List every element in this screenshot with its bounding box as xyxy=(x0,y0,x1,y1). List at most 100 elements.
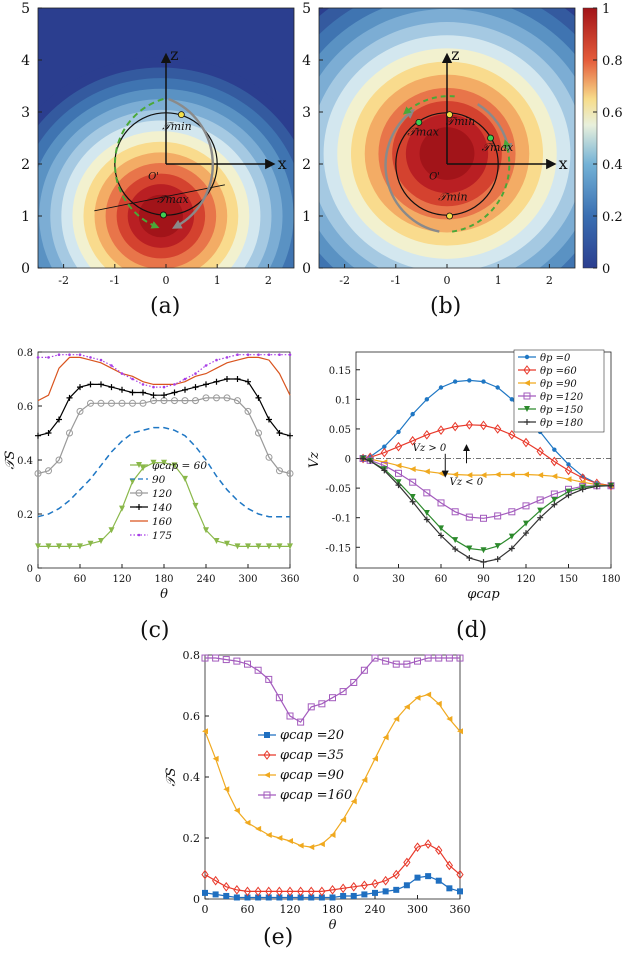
data-point xyxy=(233,807,240,814)
data-point xyxy=(45,543,52,550)
y-tick-label: 4 xyxy=(21,53,30,69)
data-point xyxy=(118,399,126,407)
green-circulation-arrow-bottom xyxy=(451,139,511,233)
legend-label: 160 xyxy=(152,516,172,528)
data-point xyxy=(340,892,347,899)
y-tick-label: -0.1 xyxy=(332,514,351,525)
y-tick-label: 0.6 xyxy=(17,402,33,413)
x-tick-label: -1 xyxy=(390,274,401,287)
green-circulation-arrow-top xyxy=(402,95,455,115)
data-point xyxy=(297,894,304,901)
y-tick-label: 0.4 xyxy=(183,771,201,784)
data-point xyxy=(392,869,400,880)
data-point xyxy=(108,384,115,391)
data-point xyxy=(339,883,347,894)
data-point xyxy=(537,472,544,479)
y-tick-label: 5 xyxy=(21,1,30,17)
data-point xyxy=(480,472,487,479)
data-point xyxy=(87,540,94,547)
data-point xyxy=(150,459,157,466)
y-tick-label: 0.8 xyxy=(17,348,33,359)
data-point xyxy=(409,466,416,473)
data-point xyxy=(509,397,515,402)
legend-label: θp =180 xyxy=(540,418,584,429)
data-point xyxy=(350,881,358,892)
data-point xyxy=(409,493,416,500)
annotation-t-min: 𝒯min xyxy=(446,115,475,128)
y-tick-label: 1 xyxy=(302,209,311,225)
panel-a: z x O' 𝒯min 𝒯max -2 -1 0 1 2 0 1 2 3 4 5 (a) xyxy=(21,1,295,319)
data-point xyxy=(119,505,125,512)
series-line xyxy=(37,356,291,402)
data-point xyxy=(66,543,73,550)
data-point xyxy=(99,358,103,362)
data-point xyxy=(551,501,558,508)
caption-b: (b) xyxy=(430,294,461,319)
legend-marker xyxy=(264,732,270,738)
x-tick-label: 300 xyxy=(238,574,257,585)
data-point xyxy=(451,421,459,432)
data-point xyxy=(413,842,422,852)
data-point xyxy=(403,703,410,710)
data-point xyxy=(171,397,178,405)
colorbar-tick-label: 0.2 xyxy=(602,210,623,225)
legend-marker xyxy=(524,406,530,412)
series-0 xyxy=(202,873,463,901)
marker-point xyxy=(415,119,423,126)
data-point xyxy=(213,378,220,385)
colorbar-tick-label: 0 xyxy=(602,262,610,277)
x-tick-label: 120 xyxy=(516,574,535,585)
y-axis-label: 𝒯S xyxy=(164,767,179,786)
data-point xyxy=(254,666,262,674)
data-point xyxy=(222,656,230,664)
y-tick-label: 0.2 xyxy=(183,832,201,845)
data-point xyxy=(452,537,459,544)
data-point xyxy=(350,892,357,899)
data-point xyxy=(162,385,166,389)
x-tick-label: 30 xyxy=(392,574,405,585)
x-tick-label: -1 xyxy=(109,274,120,287)
y-tick-label: 0 xyxy=(193,893,200,906)
data-point xyxy=(410,411,415,417)
data-point xyxy=(131,377,134,381)
legend-marker xyxy=(524,380,530,386)
data-point xyxy=(495,385,500,390)
legend-marker xyxy=(523,392,531,400)
data-point xyxy=(494,543,501,550)
data-point xyxy=(414,694,421,701)
data-point xyxy=(438,532,444,539)
data-point xyxy=(318,894,325,901)
legend-marker xyxy=(263,750,271,760)
data-point xyxy=(466,472,473,479)
data-point xyxy=(56,416,62,423)
data-point xyxy=(203,527,209,534)
data-point xyxy=(437,425,445,435)
data-point xyxy=(34,470,42,477)
data-point xyxy=(265,453,273,461)
legend-label: φcap =90 xyxy=(280,768,344,783)
data-point xyxy=(286,886,294,897)
x-tick-label: 150 xyxy=(559,574,578,585)
data-point xyxy=(424,839,432,849)
caption-a: (a) xyxy=(150,294,180,319)
z-axis-label: z xyxy=(451,45,459,64)
colorbar-ticks: 0 0.2 0.4 0.6 0.8 1 xyxy=(593,2,623,277)
y-tick-label: 4 xyxy=(302,53,311,69)
data-point xyxy=(318,841,325,848)
data-point xyxy=(551,496,558,503)
data-point xyxy=(329,831,336,838)
data-point xyxy=(223,892,230,899)
data-point xyxy=(98,381,104,388)
data-point xyxy=(523,471,529,478)
annotation-t-min: 𝒯min xyxy=(438,190,467,203)
data-point xyxy=(161,392,167,399)
annotation-t-min: 𝒯min xyxy=(162,120,191,133)
data-point xyxy=(523,520,529,527)
data-point xyxy=(423,430,431,440)
data-point xyxy=(98,538,104,544)
data-point xyxy=(244,660,251,668)
data-point xyxy=(456,654,464,662)
data-point xyxy=(257,353,260,357)
data-point xyxy=(173,383,176,386)
data-point xyxy=(276,894,283,901)
